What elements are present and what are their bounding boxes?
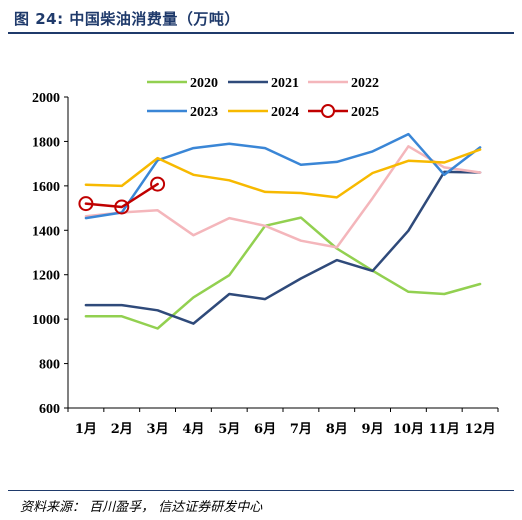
diesel-consumption-line-chart: 600 800 1000 1200 1400 1600 1800 2000 1月 2月 3月 4月 5月… [32,76,499,437]
x-tick-label: 6月 [254,422,276,437]
source-divider [8,490,514,491]
x-tick-label: 8月 [326,422,348,437]
data-point-2025 [78,196,94,212]
y-tick-label: 2000 [32,91,60,106]
y-tick-label: 800 [39,358,60,373]
figure-title: 图 24: 中国柴油消费量（万吨） [14,10,240,28]
x-tick-label: 9月 [362,422,384,437]
series-line-2020 [84,216,482,330]
legend-label-2022: 2022 [351,76,379,91]
y-tick-label: 1000 [32,313,60,328]
x-tick-label: 5月 [218,422,240,437]
legend-marker-2025 [321,104,335,118]
data-point-2025 [114,199,130,215]
y-tick-label: 1200 [32,269,60,284]
y-tick-label: 1400 [32,224,60,239]
y-tick-label: 1800 [32,135,60,150]
x-tick-label: 10月 [393,422,424,437]
y-tick-label: 600 [39,402,60,417]
x-tick-label: 4月 [182,422,204,437]
x-tick-label: 12月 [465,422,496,437]
x-tick-label: 1月 [75,422,97,437]
legend-label-2025: 2025 [351,105,379,120]
data-point-2025 [150,176,166,192]
series-line-2022 [84,145,482,249]
series-line-2025 [84,182,159,209]
title-divider [8,32,514,34]
legend-label-2020: 2020 [190,76,218,91]
x-tick-label: 11月 [429,422,460,437]
legend-label-2023: 2023 [190,105,218,120]
x-tick-label: 7月 [290,422,312,437]
legend-label-2024: 2024 [271,105,299,120]
series-line-2023 [84,132,482,220]
source-note: 资料来源： 百川盈孚， 信达证券研发中心 [20,500,263,515]
series-line-2021 [84,170,482,325]
x-tick-label: 3月 [147,422,169,437]
x-tick-label: 2月 [111,422,133,437]
series-line-2024 [84,148,482,199]
legend-label-2021: 2021 [271,76,299,91]
y-tick-label: 1600 [32,180,60,195]
